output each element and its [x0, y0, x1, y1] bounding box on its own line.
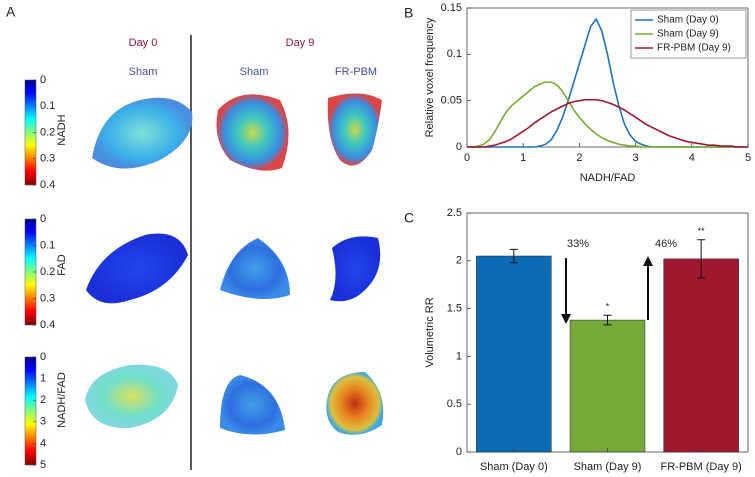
y-tick-label: 0.05: [441, 95, 462, 107]
colorbar-tick-label: 0: [40, 351, 46, 363]
annotation: **: [698, 226, 706, 236]
legend-label: FR-PBM (Day 9): [657, 43, 731, 54]
x-tick-label: 5: [745, 152, 751, 164]
annotation: 46%: [655, 238, 677, 250]
error-bar: [697, 239, 706, 279]
y-tick-label: 0.15: [441, 2, 462, 14]
colorbar-tick-label: 0.2: [40, 266, 55, 278]
row-label: FAD: [56, 254, 68, 275]
colorbar-tick-label: 0.3: [40, 153, 55, 165]
colorbar-tick-label: 1: [40, 373, 46, 385]
colorbar-tick-label: 2: [40, 394, 46, 406]
y-tick-label: 1: [456, 350, 462, 362]
bar: [663, 258, 739, 453]
colorbar: [24, 356, 37, 466]
plot-box: [466, 7, 749, 148]
y-tick-label: 0.5: [447, 398, 462, 410]
annotation: 33%: [567, 238, 589, 250]
colorbar-tick-label: 0: [40, 213, 46, 225]
colorbar-tick-label: 0.4: [40, 179, 55, 191]
colorbar-tick-label: 3: [40, 416, 46, 428]
panel-label: A: [6, 4, 16, 20]
row-label: NADH: [56, 114, 68, 145]
column-title: Sham: [129, 66, 158, 78]
y-tick-label: 0: [456, 446, 462, 458]
tissue-image: [92, 97, 193, 169]
series-line: [467, 81, 748, 148]
x-tick-label: Sham (Day 9): [574, 461, 642, 473]
legend-label: Sham (Day 0): [657, 15, 719, 26]
tissue-image: [86, 233, 188, 304]
y-tick-label: 0: [456, 141, 462, 153]
bar: [569, 319, 646, 453]
series-line: [467, 98, 748, 148]
colorbar-tick-label: 4: [40, 437, 46, 449]
y-tick-label: 1.5: [447, 303, 462, 315]
panel-a: A Day 0 Sham Day 9 Sham FR-PBM 0 0.1 0.2 0.…: [6, 4, 384, 471]
legend-label: Sham (Day 9): [657, 29, 719, 40]
tissue-image: [327, 93, 382, 166]
tissue-image: [330, 236, 381, 302]
column-title: Sham: [240, 66, 269, 78]
x-tick-label: Sham (Day 0): [480, 461, 548, 473]
x-tick-label: 3: [633, 152, 639, 164]
legend-box: [630, 9, 747, 59]
panel-label: B: [404, 5, 413, 21]
colorbar-tick-label: 0.2: [40, 126, 55, 138]
y-tick-label: 0.1: [447, 48, 462, 60]
annotation: *: [606, 302, 610, 312]
colorbar-tick-label: 0: [40, 74, 46, 86]
row-label: NADH/FAD: [56, 372, 68, 428]
x-tick-label: 1: [520, 152, 526, 164]
x-tick-label: 4: [689, 152, 695, 164]
x-tick-label: 2: [576, 152, 582, 164]
panel-label: C: [404, 210, 414, 226]
y-tick-label: 2.5: [447, 207, 462, 219]
colorbar-tick-label: 0.1: [40, 100, 55, 112]
error-bar: [603, 314, 612, 326]
x-tick-label: 0: [464, 152, 470, 164]
colorbar-tick-label: 5: [40, 459, 46, 471]
tissue-image: [85, 364, 178, 429]
tissue-image: [216, 94, 289, 171]
colorbar-tick-label: 0.4: [40, 319, 55, 331]
error-bar: [509, 248, 518, 264]
arrow-head: [643, 256, 653, 266]
colorbar-tick-label: 0.1: [40, 239, 55, 251]
group-title: Day 0: [129, 37, 158, 49]
x-axis-label: NADH/FAD: [580, 172, 636, 184]
y-axis-label: Volumetric RR: [424, 297, 436, 367]
group-title: Day 9: [286, 37, 315, 49]
y-tick-label: 2: [456, 255, 462, 267]
tissue-image: [220, 375, 285, 435]
panel-b: 0 0.05 0.1 0.15 B Relative voxel frequency 0 1 2…: [404, 2, 751, 184]
y-axis-label: Relative voxel frequency: [424, 17, 436, 137]
tissue-image: [326, 372, 384, 435]
x-tick-label: FR-PBM (Day 9): [661, 461, 742, 473]
column-title: FR-PBM: [335, 66, 377, 78]
colorbar-tick-label: 0.3: [40, 292, 55, 304]
tissue-image: [220, 238, 290, 299]
panel-c: 0 0.5 1 1.5 2 2.5 C Volumetric RR Sham (Day 0) Sh…: [404, 207, 749, 473]
arrow-head: [561, 314, 571, 324]
bar: [476, 255, 552, 453]
